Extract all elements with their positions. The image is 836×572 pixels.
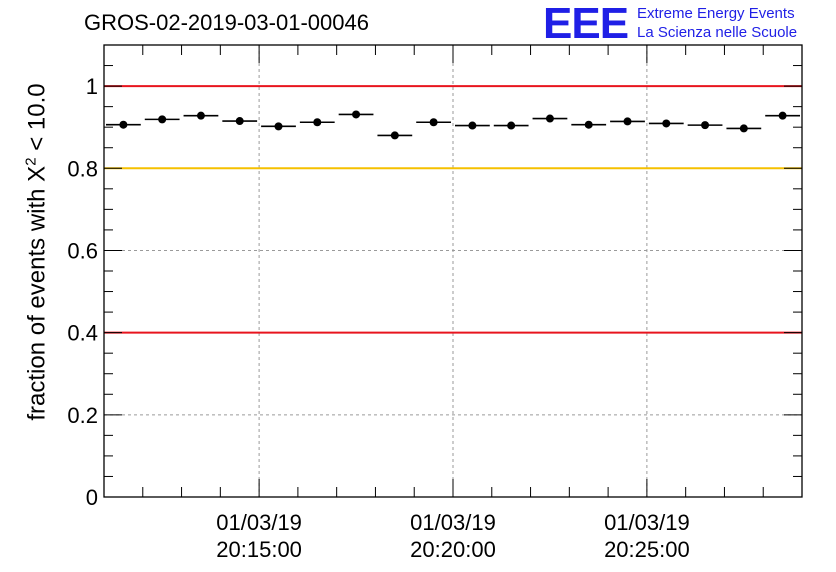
data-point bbox=[623, 117, 632, 126]
y-tick-label: 0.2 bbox=[67, 403, 98, 428]
data-point bbox=[196, 111, 205, 120]
data-point bbox=[507, 121, 516, 130]
x-tick-label-date: 01/03/19 bbox=[410, 510, 496, 535]
data-point bbox=[429, 118, 438, 127]
x-tick-label-date: 01/03/19 bbox=[216, 510, 302, 535]
y-axis-label-suffix: < 10.0 bbox=[23, 83, 51, 151]
data-point bbox=[274, 122, 283, 131]
y-axis-label-exponent: 2 bbox=[22, 157, 40, 166]
y-axis-label: fraction of events with X2 < 10.0 bbox=[23, 83, 52, 420]
data-point bbox=[778, 111, 787, 120]
chart-title: GROS-02-2019-03-01-00046 bbox=[84, 10, 369, 35]
data-point bbox=[584, 120, 593, 129]
data-point bbox=[352, 110, 361, 119]
data-point bbox=[739, 124, 748, 133]
y-tick-label: 0.4 bbox=[67, 321, 98, 346]
data-point bbox=[235, 117, 244, 126]
data-point bbox=[701, 121, 710, 130]
data-point bbox=[313, 118, 322, 127]
x-tick-label-time: 20:25:00 bbox=[604, 537, 690, 562]
data-point bbox=[662, 119, 671, 128]
data-point bbox=[119, 120, 128, 129]
y-tick-label: 0.8 bbox=[67, 156, 98, 181]
data-point bbox=[468, 121, 477, 130]
y-tick-label: 0 bbox=[86, 485, 98, 510]
eee-logo: EEE bbox=[543, 0, 629, 48]
y-tick-label: 0.6 bbox=[67, 238, 98, 263]
x-tick-label-time: 20:20:00 bbox=[410, 537, 496, 562]
logo-caption-line2: La Scienza nelle Scuole bbox=[637, 24, 798, 41]
logo-caption-line1: Extreme Energy Events bbox=[637, 5, 795, 22]
data-point bbox=[545, 114, 554, 123]
y-axis-label-prefix: fraction of events with bbox=[23, 188, 51, 421]
y-axis-label-symbol: X bbox=[23, 165, 51, 182]
data-point bbox=[158, 115, 167, 124]
logo-caption: Extreme Energy Events La Scienza nelle S… bbox=[637, 4, 797, 42]
y-tick-label: 1 bbox=[86, 74, 98, 99]
x-tick-label-date: 01/03/19 bbox=[604, 510, 690, 535]
data-point bbox=[390, 131, 399, 140]
x-tick-label-time: 20:15:00 bbox=[216, 537, 302, 562]
